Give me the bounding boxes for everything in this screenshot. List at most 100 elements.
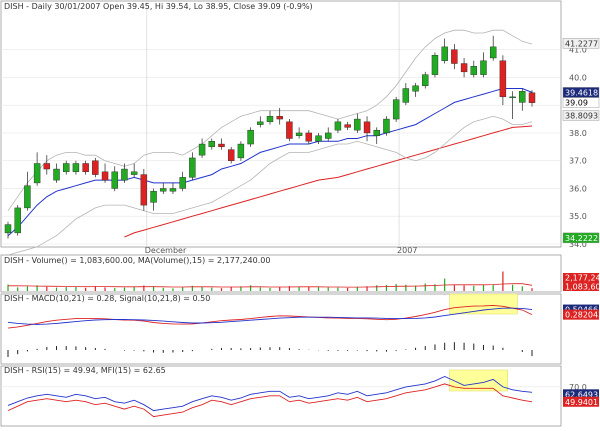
candle-body [305, 132, 313, 142]
volume-tag [563, 273, 599, 282]
candle-body [227, 149, 235, 161]
candle-body [101, 171, 109, 181]
short-moving-average-line [7, 88, 533, 237]
price-axis-tick-label: 36.0 [569, 184, 587, 193]
volume-tag-label: 1,083,600 [565, 283, 600, 292]
candle-body [276, 116, 283, 120]
price-panel-title: DISH - Daily 30/01/2007 Open 39.45, Hi 3… [4, 2, 313, 11]
rsi-panel-title: DISH - RSI(15) = 49.94, MFI(15) = 62.65 [4, 366, 166, 375]
candle-body [160, 188, 167, 192]
candle-body [422, 74, 429, 86]
candle-body [208, 141, 215, 148]
candle-body [130, 171, 138, 175]
mfi-line [7, 376, 533, 412]
candle-body [82, 163, 89, 173]
candle-body [315, 135, 322, 142]
price-tag-label: 34.2222 [565, 234, 598, 243]
volume-tag-label: 2,177,240 [565, 274, 600, 283]
rsi-tag [563, 389, 599, 400]
candle-body [325, 132, 332, 139]
rsi-tag [563, 396, 599, 407]
candle-body [121, 168, 128, 181]
candle-body [402, 88, 410, 103]
candle-body [334, 121, 342, 131]
candle-body [111, 171, 118, 189]
candle-body [373, 129, 380, 136]
candle-body [198, 143, 206, 156]
price-axis-tick-label: 35.0 [569, 212, 587, 221]
candle-body [53, 168, 60, 181]
price-panel-frame [0, 0, 562, 248]
price-tag-label: 41.2277 [565, 39, 598, 48]
candle-body [489, 46, 497, 59]
price-tag [562, 97, 600, 108]
candle-body [286, 121, 293, 139]
candle-body [354, 118, 361, 131]
price-tag [562, 110, 600, 121]
candle-body [140, 174, 148, 206]
price-axis-tick-label: 37.0 [569, 157, 587, 166]
candle-body [257, 121, 264, 125]
candle-body [169, 188, 177, 192]
candle-body [14, 207, 21, 234]
price-axis-tick-label: 41.0 [569, 46, 587, 55]
rsi-panel-frame [0, 365, 562, 427]
volume-tag [563, 282, 599, 291]
candle-body [392, 99, 400, 120]
candle-body [247, 129, 254, 145]
candle-body [499, 60, 507, 98]
macd-signal-line [7, 307, 533, 325]
long-moving-average-line [124, 125, 533, 238]
candle-body [24, 185, 31, 209]
rsi-tag-label: 49.9401 [565, 398, 598, 407]
price-tag-label: 39.4618 [565, 88, 598, 97]
candle-body [451, 49, 458, 64]
candle-body [460, 63, 468, 73]
x-axis-label: December [145, 246, 187, 255]
macd-tag-label: 0.282043 [565, 311, 600, 320]
series-layer [7, 29, 533, 418]
macd-tag [563, 304, 599, 315]
candle-body [43, 163, 51, 170]
rsi-tag-label: 62.6493 [565, 390, 598, 399]
candle-body [470, 66, 477, 75]
price-tag-layer: 41.2277 39.4618 39.09 38.8093 34.2222 2,177,2… [562, 38, 600, 407]
lower-bollinger-band [7, 115, 533, 256]
candle-body [179, 177, 186, 189]
macd-panel-title: DISH - MACD(10,21) = 0.28, Signal(10,21,… [4, 294, 210, 303]
candle-body [509, 96, 516, 99]
grid-layer: 41.040.039.038.037.036.035.034.0December… [1, 1, 587, 392]
volume-moving-average-line [8, 283, 533, 288]
candle-body [92, 160, 99, 175]
candle-body [189, 157, 196, 178]
price-axis-tick-label: 34.0 [569, 240, 587, 249]
price-tag [562, 232, 600, 244]
rsi-line [7, 383, 533, 418]
price-axis-tick-label: 40.0 [569, 73, 587, 82]
candle-body [150, 191, 157, 203]
macd-tag [563, 309, 599, 320]
upper-bollinger-band [7, 29, 533, 211]
macd-line [7, 304, 533, 329]
candle-body [237, 143, 245, 159]
price-tag [562, 87, 600, 98]
volume-panel-title: DISH - Volume() = 1,083,600.00, MA(Volum… [4, 256, 270, 265]
macd-panel-frame [0, 293, 562, 365]
candle-layer [4, 35, 536, 239]
candle-body [4, 224, 12, 234]
candle-body [266, 116, 274, 123]
candle-body [412, 85, 419, 92]
candle-body [295, 132, 303, 136]
candle-body [363, 121, 371, 134]
candle-body [519, 91, 526, 103]
macd-highlight-box [449, 293, 518, 315]
price-tag-label: 39.09 [565, 99, 588, 108]
candle-body [383, 118, 390, 134]
rsi-axis-tick-label: 70.0 [569, 383, 587, 392]
price-tag [562, 38, 600, 49]
candle-body [72, 163, 80, 173]
volume-panel-frame [0, 254, 562, 293]
candle-body [33, 163, 41, 184]
